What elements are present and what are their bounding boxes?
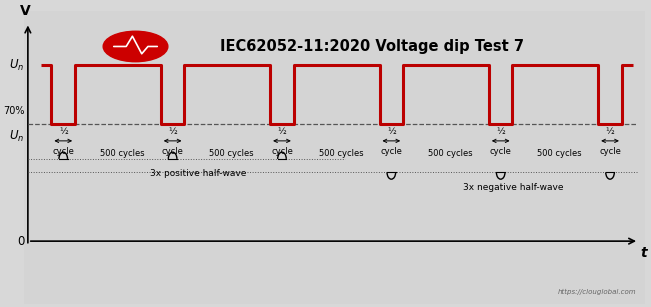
Text: 500 cycles: 500 cycles	[318, 149, 363, 158]
Text: ½: ½	[277, 127, 286, 136]
Text: cycle: cycle	[599, 146, 621, 156]
Text: 3x negative half-wave: 3x negative half-wave	[464, 183, 564, 192]
Text: $U_n$: $U_n$	[9, 58, 25, 73]
Circle shape	[103, 31, 168, 62]
Text: ½: ½	[168, 127, 177, 136]
Text: https://clouglobal.com: https://clouglobal.com	[557, 289, 636, 295]
Text: ½: ½	[605, 127, 615, 136]
Text: cycle: cycle	[271, 146, 293, 156]
Text: ½: ½	[496, 127, 505, 136]
Text: 70%: 70%	[3, 106, 25, 116]
Text: cycle: cycle	[490, 146, 512, 156]
Text: IEC62052-11:2020 Voltage dip Test 7: IEC62052-11:2020 Voltage dip Test 7	[220, 39, 524, 54]
Text: cycle: cycle	[380, 146, 402, 156]
Text: 0: 0	[17, 235, 25, 248]
Text: 500 cycles: 500 cycles	[428, 149, 473, 158]
Text: t: t	[641, 246, 647, 260]
Text: V: V	[20, 4, 31, 18]
Text: 500 cycles: 500 cycles	[100, 149, 145, 158]
Text: 500 cycles: 500 cycles	[209, 149, 254, 158]
Text: 500 cycles: 500 cycles	[537, 149, 582, 158]
Text: cycle: cycle	[161, 146, 184, 156]
Text: $U_n$: $U_n$	[9, 129, 25, 144]
Text: ½: ½	[59, 127, 68, 136]
Text: ½: ½	[387, 127, 396, 136]
Text: 3x positive half-wave: 3x positive half-wave	[150, 169, 247, 178]
Text: cycle: cycle	[52, 146, 74, 156]
